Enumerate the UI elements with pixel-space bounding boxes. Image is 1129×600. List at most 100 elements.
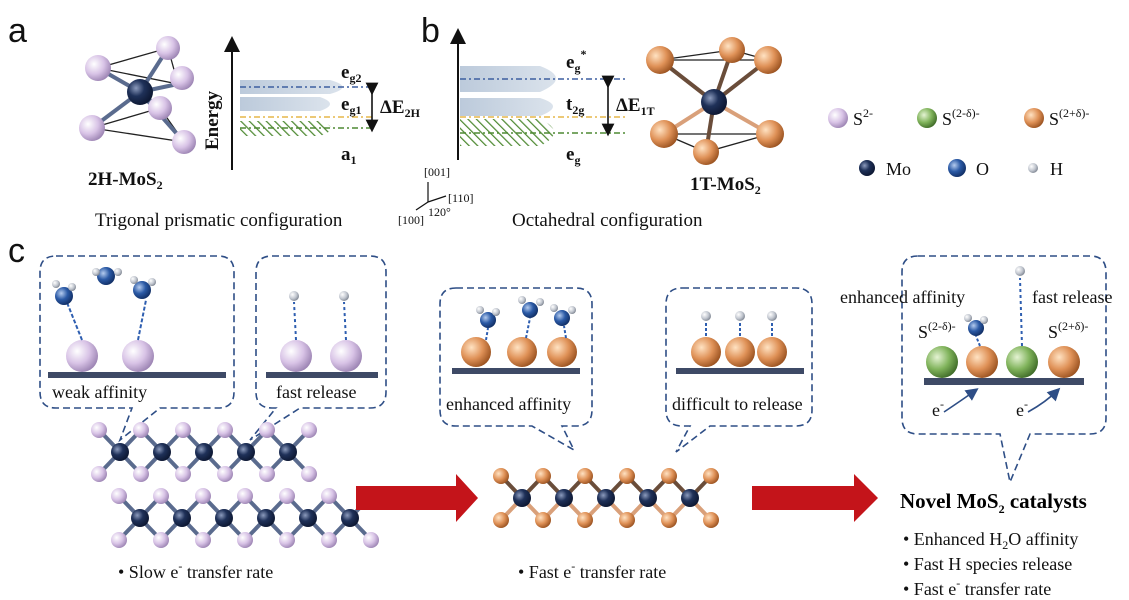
legend: S2- S(2-δ)- S(2+δ)- Mo O H [828, 106, 1089, 179]
bubble-fast-release: fast release [249, 255, 387, 441]
crystal-axes: [001] [110] [100] 120° [398, 165, 474, 227]
sulfur-atom [259, 422, 275, 438]
sulfur-atom [535, 468, 551, 484]
energy-diagram-2h: Energy [202, 36, 379, 170]
sulfur-atom [619, 512, 635, 528]
legend-o-swatch [948, 159, 966, 177]
svg-text:S(2+δ)-: S(2+δ)- [1048, 319, 1088, 342]
sulfur-atom [91, 422, 107, 438]
mo-atom [279, 443, 297, 461]
sulfur-atom [661, 468, 677, 484]
fast-rate-text: • Fast e- transfer rate [518, 559, 666, 582]
label-eg: eg [566, 144, 580, 167]
energy-axis-label: Energy [202, 90, 223, 150]
panel-label-b: b [421, 12, 440, 50]
legend-s2-swatch [828, 108, 848, 128]
svg-text:fast release: fast release [276, 382, 356, 402]
mo-atom [513, 489, 531, 507]
sulfur-atom [195, 532, 211, 548]
legend-mo: Mo [886, 159, 911, 179]
svg-text:[110]: [110] [448, 191, 474, 205]
sulfur-atom [237, 532, 253, 548]
mo-atom [597, 489, 615, 507]
legend-s2md-swatch [917, 108, 937, 128]
novel-bullet-3: • Fast e- transfer rate [903, 576, 1051, 599]
sulfur-atom [91, 466, 107, 482]
sulfur-atom [301, 422, 317, 438]
mo-atom [237, 443, 255, 461]
transition-arrow-1 [356, 474, 478, 522]
legend-h-swatch [1028, 163, 1038, 173]
sulfur-atom [153, 488, 169, 504]
sulfur-atom [703, 468, 719, 484]
mo-atom [215, 509, 233, 527]
svg-text:e-: e- [932, 397, 944, 420]
sulfur-atom [195, 488, 211, 504]
bubble-difficult-release: difficult to release [665, 287, 813, 453]
label-1t-mos2: 1T-MoS2 [690, 174, 761, 197]
sulfur-atom [279, 488, 295, 504]
label-eg2: eg2 [341, 62, 361, 85]
sulfur-atom [237, 488, 253, 504]
label-eg1: eg1 [341, 94, 361, 117]
legend-mo-swatch [859, 160, 875, 176]
svg-text:[100]: [100] [398, 213, 424, 227]
sulfur-atom [217, 422, 233, 438]
sulfur-atom [111, 488, 127, 504]
sulfur-atom [111, 532, 127, 548]
sulfur-atom [133, 466, 149, 482]
mo-atom [195, 443, 213, 461]
legend-h: H [1050, 159, 1063, 179]
sulfur-atom [133, 422, 149, 438]
sulfur-atom [493, 512, 509, 528]
sulfur-atom [619, 468, 635, 484]
svg-text:e-: e- [1016, 397, 1028, 420]
svg-text:difficult to release: difficult to release [672, 394, 803, 414]
sulfur-atom [175, 466, 191, 482]
legend-s2pd: S(2+δ)- [1049, 106, 1089, 129]
transition-arrow-2 [752, 474, 878, 522]
mo-atom [341, 509, 359, 527]
sulfur-atom [279, 532, 295, 548]
legend-s2pd-swatch [1024, 108, 1044, 128]
svg-text:fast release: fast release [1032, 287, 1112, 307]
lattice-2h [91, 422, 379, 548]
mo-atom [681, 489, 699, 507]
mo-atom [257, 509, 275, 527]
sulfur-atom [493, 468, 509, 484]
structure-2h [79, 36, 196, 154]
svg-text:enhanced affinity: enhanced affinity [840, 287, 965, 307]
sulfur-atom [321, 488, 337, 504]
bubble-enhanced-affinity: enhanced affinity [439, 287, 593, 453]
caption-trigonal: Trigonal prismatic configuration [95, 210, 343, 231]
bubble-novel-catalyst: e- e- enhanced affinity fast release S(2… [840, 255, 1112, 485]
novel-bullet-1: • Enhanced H2O affinity [903, 529, 1078, 552]
novel-bullet-2: • Fast H species release [903, 554, 1072, 574]
sulfur-atom [153, 532, 169, 548]
label-eg-star: eg* [566, 47, 586, 75]
legend-s2md: S(2-δ)- [942, 106, 980, 129]
mo-atom [111, 443, 129, 461]
slow-rate-text: • Slow e- transfer rate [118, 559, 273, 582]
label-delta-2h: ΔE2H [380, 97, 421, 120]
sulfur-atom [301, 466, 317, 482]
sulfur-atom [703, 512, 719, 528]
svg-text:enhanced affinity: enhanced affinity [446, 394, 571, 414]
mo-atom [173, 509, 191, 527]
sulfur-atom [217, 466, 233, 482]
panel-label-c: c [8, 232, 25, 270]
mo-atom [131, 509, 149, 527]
novel-title: Novel MoS2 catalysts [900, 489, 1087, 516]
mo-atom [639, 489, 657, 507]
sulfur-atom [535, 512, 551, 528]
legend-s2: S2- [853, 106, 873, 129]
sulfur-atom [321, 532, 337, 548]
lattice-1t [493, 468, 719, 528]
panel-label-a: a [8, 12, 27, 50]
sulfur-atom [661, 512, 677, 528]
svg-text:120°: 120° [428, 205, 451, 219]
label-delta-1t: ΔE1T [616, 95, 655, 118]
bubble-weak-affinity: weak affinity [39, 255, 235, 443]
mo-atom [299, 509, 317, 527]
label-t2g: t2g [566, 94, 584, 117]
